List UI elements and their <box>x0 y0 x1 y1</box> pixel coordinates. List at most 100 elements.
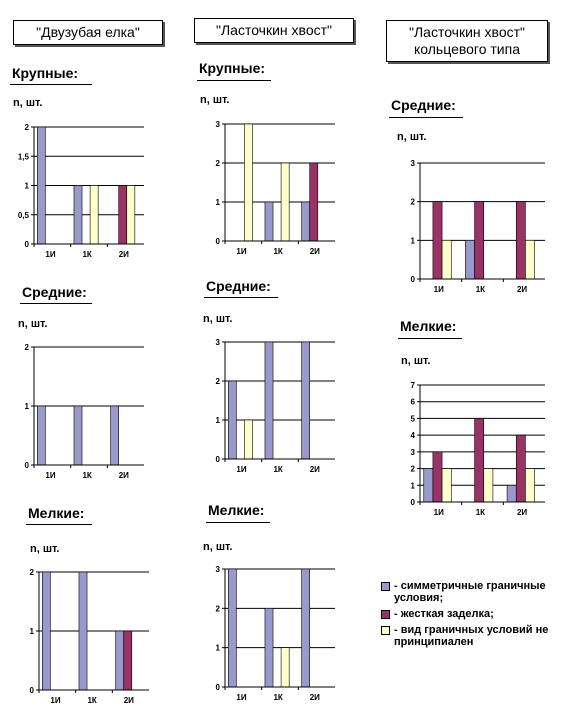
bar <box>474 418 485 503</box>
x-tick-label: 1И <box>434 508 444 517</box>
bar <box>515 201 526 280</box>
y-tick-label: 0 <box>411 275 416 284</box>
section-title: Средние: <box>206 278 271 294</box>
x-tick-label: 1К <box>82 250 91 259</box>
y-tick-label: 1 <box>216 416 221 425</box>
bar <box>126 185 136 245</box>
x-tick-label: 2И <box>119 250 129 259</box>
y-tick-label: 3 <box>216 565 221 574</box>
bar <box>73 405 83 466</box>
unit-label: n, шт. <box>200 94 230 106</box>
unit-label: n, шт. <box>18 318 48 330</box>
legend-item-symmetric: - симметричные граничные условия; <box>381 580 566 604</box>
chart-double-tooth-medium: 0 1 2 1И 1К 2И <box>25 343 144 480</box>
y-tick-label: 1 <box>25 402 30 411</box>
x-tick-label: 2И <box>124 696 134 705</box>
y-tick-label: 2 <box>25 343 30 352</box>
y-tick-label: 2 <box>411 198 416 207</box>
legend-label: - вид граничных условий не принципиален <box>394 624 549 648</box>
x-tick-label: 2И <box>517 508 527 517</box>
section-underline <box>26 524 92 525</box>
bar <box>465 240 475 280</box>
y-tick-label: 0 <box>216 237 221 246</box>
y-tick-label: 7 <box>411 381 416 390</box>
unit-label: n, шт. <box>13 97 43 109</box>
section-title: Средние: <box>391 97 456 113</box>
y-tick-label: 5 <box>411 414 416 423</box>
y-tick-label: 0 <box>411 498 416 507</box>
y-tick-label: 2 <box>216 377 221 386</box>
column-title-double-tooth: "Двузубая елка" <box>13 20 163 45</box>
section-title: Мелкие: <box>28 505 85 521</box>
legend-swatch <box>381 626 390 635</box>
legend-label: - жесткая заделка; <box>394 608 494 620</box>
legend-swatch <box>381 610 390 619</box>
legend-swatch <box>381 582 390 591</box>
bar <box>474 201 485 280</box>
section-title: Крупные: <box>12 65 79 81</box>
bar <box>36 126 46 245</box>
y-tick-label: 1,5 <box>18 152 30 161</box>
bar <box>515 434 526 503</box>
x-tick-label: 1К <box>476 285 485 294</box>
column-title-dovetail-ring: "Ласточкин хвост" кольцевого типа <box>386 20 548 62</box>
legend-item-any: - вид граничных условий не принципиален <box>381 624 566 648</box>
bar <box>244 419 253 460</box>
column-title-dovetail: "Ласточкин хвост" <box>194 18 354 43</box>
y-tick-label: 0 <box>30 686 35 695</box>
x-tick-label: 2И <box>310 465 320 474</box>
y-tick-label: 3 <box>216 338 221 347</box>
unit-label: n, шт. <box>397 131 427 143</box>
chart-dovetail-medium: 0 1 2 3 1И 1К 2И <box>216 338 335 474</box>
y-tick-label: 2 <box>216 604 221 613</box>
y-tick-label: 6 <box>411 398 416 407</box>
y-tick-label: 3 <box>411 159 416 168</box>
bar <box>280 162 290 242</box>
x-tick-label: 1И <box>434 285 444 294</box>
bar <box>432 201 443 280</box>
x-tick-label: 1И <box>45 471 55 480</box>
bar <box>483 468 494 503</box>
y-tick-label: 0 <box>216 683 221 692</box>
y-tick-label: 1 <box>411 481 416 490</box>
unit-label: n, шт. <box>203 313 233 325</box>
y-tick-label: 3 <box>411 448 416 457</box>
y-tick-label: 1 <box>216 644 221 653</box>
bar <box>309 162 319 242</box>
bar <box>264 201 274 242</box>
y-tick-label: 1 <box>30 627 35 636</box>
bar <box>506 484 517 503</box>
chart-dovetail-ring-small: 0 1 2 3 4 5 6 7 1И 1К 2И <box>411 381 545 517</box>
section-underline <box>398 338 462 339</box>
x-tick-label: 2И <box>310 247 320 256</box>
bar <box>227 568 237 688</box>
x-tick-label: 1К <box>82 471 91 480</box>
y-tick-label: 0 <box>25 240 30 249</box>
chart-double-tooth-large: 0 0,5 1 1,5 2 1И 1К 2И <box>18 123 144 259</box>
y-tick-label: 1 <box>411 236 416 245</box>
chart-dovetail-large: 0 1 2 3 1И 1К 2И <box>216 120 335 256</box>
bar <box>441 468 452 503</box>
legend: - симметричные граничные условия; - жест… <box>381 580 566 652</box>
chart-double-tooth-small: 0 1 2 1И 1К 2И <box>30 568 149 705</box>
bar <box>123 630 133 691</box>
x-tick-label: 1К <box>87 696 96 705</box>
unit-label: n, шт. <box>401 355 431 367</box>
section-underline <box>10 84 92 85</box>
y-tick-label: 0,5 <box>18 211 30 220</box>
unit-label: n, шт. <box>203 541 233 553</box>
bar <box>525 468 535 503</box>
bar <box>118 185 128 245</box>
section-underline <box>20 303 92 304</box>
x-tick-label: 1И <box>236 247 246 256</box>
bar <box>244 123 253 242</box>
bar <box>423 468 434 503</box>
section-title: Средние: <box>22 284 87 300</box>
section-title: Мелкие: <box>400 318 457 334</box>
section-underline <box>204 297 278 298</box>
y-tick-label: 1 <box>25 182 30 191</box>
x-tick-label: 1К <box>476 508 485 517</box>
section-underline <box>389 117 463 118</box>
bar <box>110 405 119 466</box>
x-tick-label: 1К <box>273 465 282 474</box>
